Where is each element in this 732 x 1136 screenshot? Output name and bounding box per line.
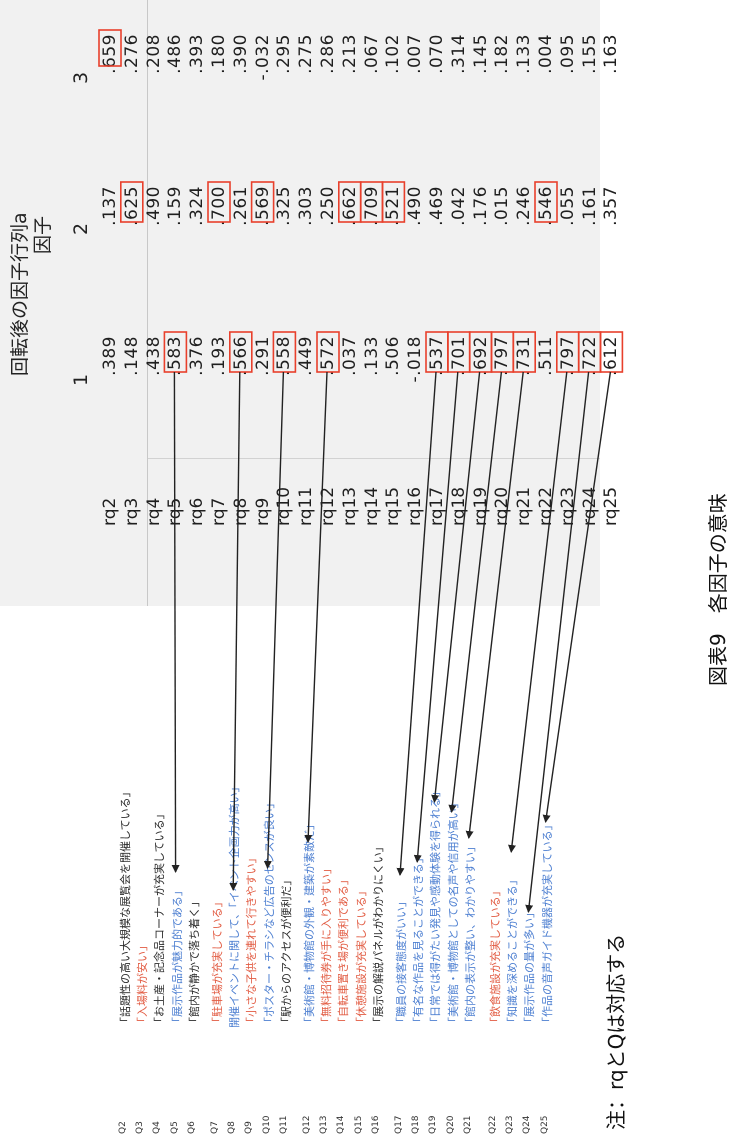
highlight-box [425,331,449,373]
highlight-box [229,331,253,373]
connector-arrow [229,371,241,891]
highlight-box [337,181,362,223]
connector-arrow [413,371,459,863]
highlight-box [512,331,537,373]
connector-arrow [448,371,503,813]
highlight-box [316,331,340,373]
highlight-box [555,331,580,373]
highlight-box [381,181,406,223]
highlight-box [250,181,275,223]
connector-arrow [525,371,590,913]
highlight-box [272,331,297,373]
connector-arrow [396,371,437,876]
connector-arrow [465,371,524,839]
connector-arrow [508,371,568,853]
connector-arrow [542,371,612,823]
connector-arrow [171,371,180,873]
highlight-box [120,181,144,223]
highlight-box [599,331,624,373]
highlight-box [446,331,471,373]
connector-arrow [304,371,328,843]
highlight-box [359,181,384,223]
highlight-box [98,29,122,67]
highlight-box [468,331,493,373]
highlight-box [534,181,558,223]
highlight-box [577,331,602,373]
highlight-box [490,331,515,373]
connector-arrow [263,371,285,869]
highlight-box [163,331,188,373]
connector-arrow [431,371,481,803]
highlight-box [207,181,231,223]
